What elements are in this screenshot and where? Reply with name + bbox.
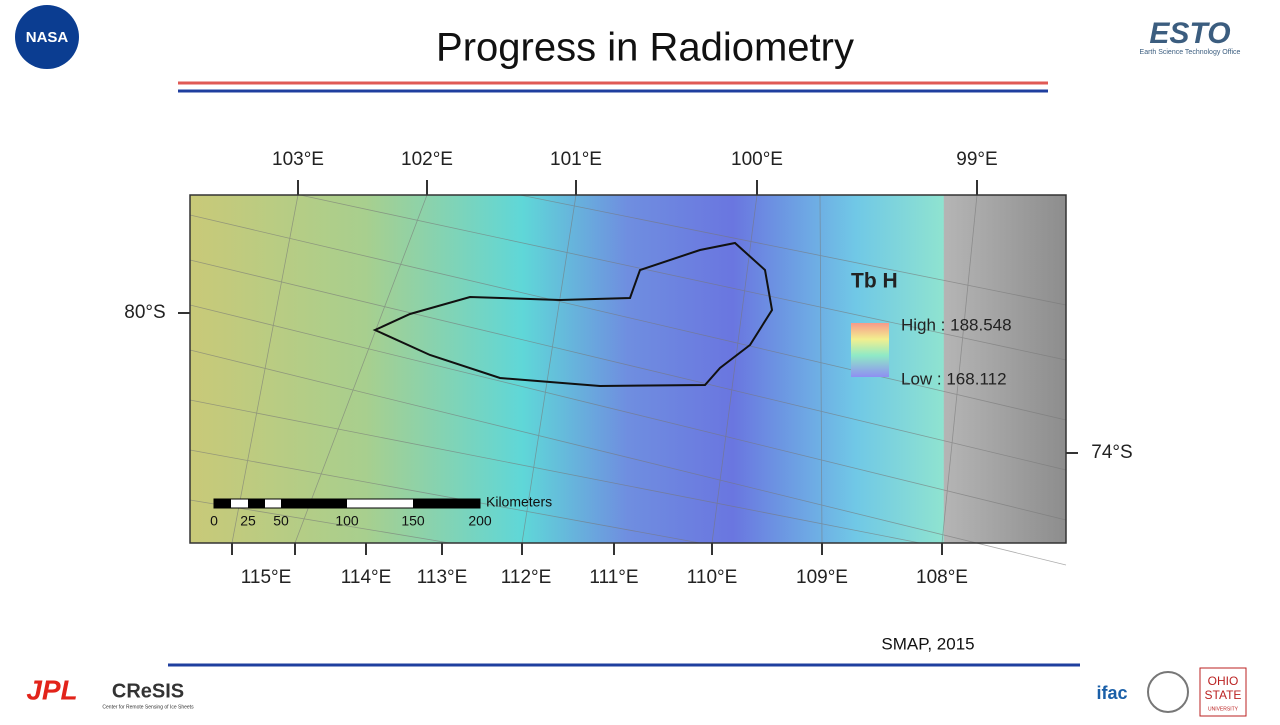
graticule: [189, 194, 1067, 566]
lat-label: 80°S: [124, 302, 165, 323]
caption: SMAP, 2015: [881, 634, 974, 653]
lon-label: 110°E: [687, 567, 738, 588]
lon-label: 109°E: [796, 567, 848, 588]
ticks: [178, 180, 1078, 555]
scale-label: 0: [210, 513, 218, 529]
lake-outline: [372, 241, 774, 388]
scale-bar: [213, 498, 481, 509]
title: Progress in Radiometry: [436, 26, 854, 70]
cresis-logo: CReSIS: [112, 680, 184, 702]
lon-label: 101°E: [550, 149, 602, 170]
cresis-sub: Center for Remote Sensing of Ice Sheets: [102, 704, 194, 710]
jpl-logo: JPL: [26, 674, 77, 705]
legend-title: Tb H: [851, 270, 898, 293]
osu-text: STATE: [1205, 688, 1242, 702]
lon-label: 112°E: [501, 567, 552, 588]
scale-label: 50: [273, 513, 289, 529]
osu-logo: [1199, 667, 1247, 717]
scale-unit: Kilometers: [486, 494, 552, 510]
lat-label: 74°S: [1091, 442, 1132, 463]
map-image: [190, 195, 1066, 543]
legend-low: Low : 168.112: [901, 369, 1007, 388]
lon-label: 99°E: [956, 149, 997, 170]
lon-label: 108°E: [916, 567, 968, 588]
lon-label: 113°E: [417, 567, 468, 588]
scale-label: 150: [401, 513, 425, 529]
lon-label: 115°E: [241, 567, 292, 588]
lon-label: 111°E: [589, 567, 638, 588]
nasa-text: NASA: [26, 29, 69, 46]
legend-ramp: [851, 323, 889, 377]
scale-label: 25: [240, 513, 256, 529]
esto-sub: Earth Science Technology Office: [1140, 49, 1241, 56]
legend-high: High : 188.548: [901, 315, 1012, 334]
lon-label: 100°E: [731, 149, 783, 170]
map-frame: [189, 194, 1067, 544]
ifac-logo: ifac: [1096, 683, 1127, 703]
osu-text: OHIO: [1208, 674, 1239, 688]
scale-label: 100: [335, 513, 359, 529]
esto-logo: ESTO: [1149, 17, 1230, 50]
lon-label: 103°E: [272, 149, 324, 170]
lon-label: 114°E: [341, 567, 392, 588]
osu-text: UNIVERSITY: [1208, 706, 1239, 712]
seal-logo: [1147, 671, 1189, 713]
nasa-logo: [15, 5, 79, 69]
scale-label: 200: [468, 513, 492, 529]
lon-label: 102°E: [401, 149, 453, 170]
